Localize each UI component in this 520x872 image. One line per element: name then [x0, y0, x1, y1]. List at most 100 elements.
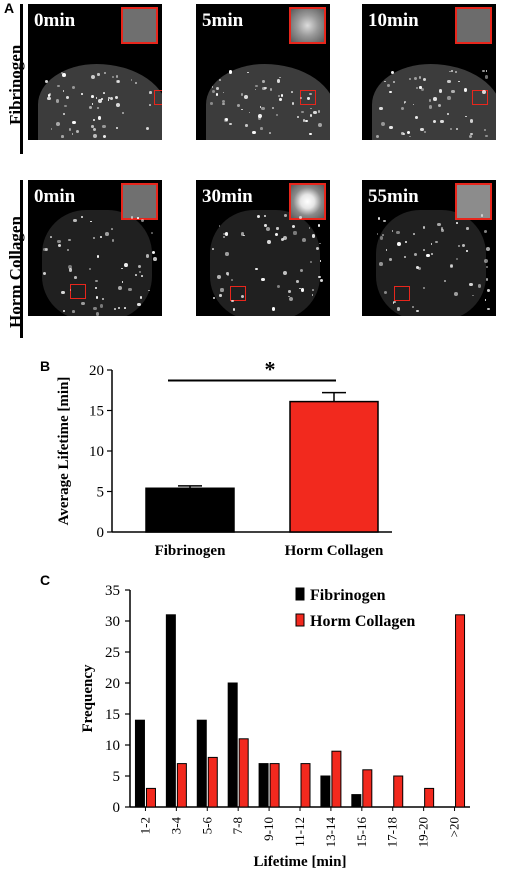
fluorescent-spot — [221, 99, 225, 104]
fluorescent-spot — [449, 70, 451, 73]
fluorescent-spot — [275, 113, 279, 117]
fluorescent-spot — [68, 128, 72, 132]
fluorescent-spot — [218, 224, 221, 227]
fluorescent-spot — [57, 239, 61, 244]
fluorescent-spot — [240, 232, 245, 236]
fluorescent-spot — [217, 274, 222, 279]
fluorescent-spot — [480, 214, 484, 217]
legend-swatch — [295, 613, 305, 627]
fluorescent-spot — [47, 97, 51, 101]
histogram-bar — [269, 763, 280, 808]
y-tick-label: 20 — [89, 363, 104, 379]
time-label: 55min — [368, 186, 419, 207]
fluorescent-spot — [309, 92, 312, 95]
fluorescent-spot — [264, 224, 267, 228]
fluorescent-spot — [376, 134, 380, 138]
roi-box — [394, 286, 410, 301]
fluorescent-spot — [109, 96, 113, 100]
y-tick-label: 0 — [113, 800, 121, 816]
histogram-bar — [424, 787, 435, 808]
fluorescent-spot — [270, 88, 273, 91]
fluorescent-spot — [317, 224, 321, 228]
fluorescent-spot — [454, 70, 457, 73]
fluorescent-spot — [487, 307, 490, 311]
fluorescent-spot — [446, 79, 451, 84]
fluorescent-spot — [258, 116, 262, 120]
fluorescent-spot — [124, 263, 129, 268]
histogram-bar — [320, 775, 331, 808]
fluorescent-spot — [414, 253, 418, 257]
fluorescent-spot — [418, 75, 422, 79]
histogram-bar — [455, 614, 466, 808]
fluorescent-spot — [272, 107, 275, 110]
fluorescent-spot — [485, 265, 489, 269]
fluorescent-spot — [134, 81, 138, 85]
fluorescent-spot — [71, 85, 75, 89]
cell-region — [206, 64, 330, 140]
fluorescent-spot — [483, 258, 488, 263]
fluorescent-spot — [295, 280, 299, 284]
y-tick-label: 10 — [105, 738, 120, 754]
fluorescent-spot — [74, 275, 78, 279]
fluorescent-spot — [388, 258, 392, 261]
fluorescent-spot — [458, 80, 460, 83]
fluorescent-spot — [222, 236, 225, 238]
fluorescent-spot — [384, 290, 388, 295]
fluorescent-spot — [403, 101, 406, 104]
fluorescent-spot — [469, 119, 473, 123]
x-tick-label: Horm Collagen — [285, 543, 384, 559]
fluorescent-spot — [291, 91, 293, 93]
fluorescent-spot — [153, 256, 157, 261]
fluorescent-spot — [435, 240, 438, 244]
fluorescent-spot — [252, 130, 256, 135]
fluorescent-spot — [468, 134, 473, 139]
x-tick-label: >20 — [447, 817, 462, 837]
fluorescent-spot — [279, 76, 282, 79]
fluorescent-spot — [151, 231, 153, 234]
fluorescent-spot — [68, 268, 73, 272]
fluorescent-spot — [145, 254, 150, 258]
histogram-bar — [362, 769, 373, 808]
fluorescent-spot — [64, 104, 67, 108]
fluorescent-spot — [377, 216, 381, 220]
time-label: 0min — [34, 186, 76, 207]
histogram-bar — [300, 763, 311, 808]
zoom-inset — [455, 183, 492, 220]
legend-swatch — [295, 587, 305, 601]
time-label: 30min — [202, 186, 253, 207]
fluorescent-spot — [433, 97, 437, 101]
fluorescent-spot — [470, 132, 473, 136]
fluorescent-spot — [317, 110, 321, 113]
fluorescent-spot — [91, 125, 94, 128]
fluorescent-spot — [261, 106, 265, 111]
fluorescent-spot — [389, 125, 393, 130]
fluorescent-spot — [432, 120, 436, 124]
fluorescent-spot — [466, 250, 469, 253]
fluorescent-spot — [422, 286, 426, 290]
fluorescent-spot — [93, 133, 98, 138]
fluorescent-spot — [138, 270, 141, 274]
histogram-bar — [196, 719, 207, 808]
fluorescent-spot — [73, 218, 77, 223]
fluorescent-spot — [223, 232, 226, 236]
fluorescent-spot — [148, 91, 152, 95]
fluorescent-spot — [455, 127, 459, 130]
fluorescent-spot — [379, 107, 383, 111]
row-label-fibrinogen: Fibrinogen — [6, 44, 25, 125]
fluorescent-spot — [278, 98, 282, 102]
fluorescent-spot — [264, 86, 267, 90]
x-tick-label: 13-14 — [323, 817, 338, 848]
histogram-bar — [227, 682, 238, 808]
fluorescent-spot — [477, 284, 482, 288]
fluorescent-spot — [66, 95, 70, 100]
fluorescent-spot — [300, 287, 305, 292]
cell-region — [42, 210, 152, 316]
fluorescent-spot — [293, 231, 297, 235]
fluorescent-spot — [419, 86, 422, 89]
fluorescent-spot — [222, 91, 225, 94]
x-tick-label: 15-16 — [354, 817, 369, 848]
roi-box — [70, 284, 86, 299]
fluorescent-spot — [422, 77, 426, 81]
significance-marker: * — [265, 357, 276, 382]
fluorescent-spot — [383, 219, 386, 223]
